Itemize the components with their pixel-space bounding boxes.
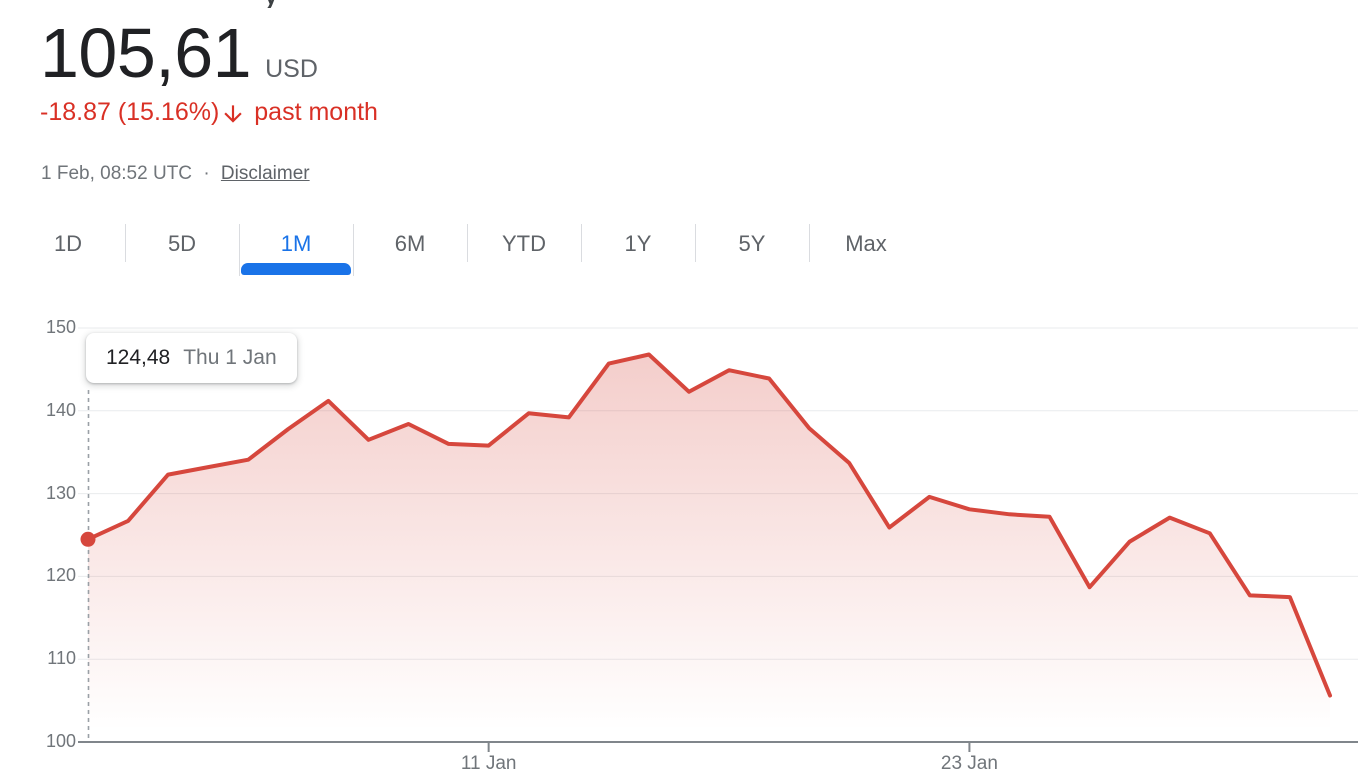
x-axis-label: 11 Jan (460, 753, 517, 774)
tab-6m[interactable]: 6M (394, 231, 426, 256)
tooltip-value: 124,48 (106, 346, 171, 369)
y-axis-label: 140 (45, 399, 76, 420)
tab-max[interactable]: Max (845, 231, 887, 256)
tab-divider (695, 224, 696, 262)
tab-divider (353, 224, 354, 276)
range-tabs: 1D 5D 1M 6M YTD 1Y 5Y Max (0, 222, 960, 278)
tab-divider (809, 224, 810, 262)
change-value: -18.87 (15.16%) (40, 98, 220, 126)
current-price: 105,61 (40, 14, 252, 92)
tab-1m[interactable]: 1M (280, 231, 312, 256)
chart-hover-area[interactable] (78, 320, 1358, 742)
tab-1d[interactable]: 1D (53, 231, 83, 256)
x-axis-label: 23 Jan (940, 753, 998, 774)
chart-tooltip: 124,48 Thu 1 Jan (86, 333, 297, 383)
arrow-down-icon (224, 104, 242, 123)
y-axis-label: 150 (45, 317, 76, 337)
tab-divider (581, 224, 582, 262)
tab-ytd[interactable]: YTD (502, 231, 546, 256)
quote-meta: 1 Feb, 08:52 UTC · Disclaimer (41, 163, 310, 185)
disclaimer-link[interactable]: Disclaimer (220, 163, 310, 184)
y-axis-label: 120 (45, 565, 76, 586)
price-row: 105,61 USD (40, 18, 318, 88)
y-axis-label: 130 (45, 482, 76, 503)
quote-timestamp: 1 Feb, 08:52 UTC (41, 163, 193, 184)
change-period: past month (254, 98, 378, 126)
tab-1y[interactable]: 1Y (624, 231, 652, 256)
y-axis-label: 100 (45, 731, 76, 751)
tab-divider (467, 224, 468, 262)
price-change: -18.87 (15.16%) past month (40, 98, 378, 127)
tab-5d[interactable]: 5D (167, 231, 197, 256)
tab-5y[interactable]: 5Y (738, 231, 766, 256)
active-tab-indicator (241, 263, 351, 275)
tooltip-date: Thu 1 Jan (183, 346, 277, 369)
cropped-page-title: y (256, 0, 296, 8)
y-axis-label: 110 (47, 648, 76, 669)
tab-divider (239, 224, 240, 276)
tab-divider (125, 224, 126, 262)
meta-separator: · (203, 163, 210, 184)
currency-label: USD (265, 55, 318, 83)
